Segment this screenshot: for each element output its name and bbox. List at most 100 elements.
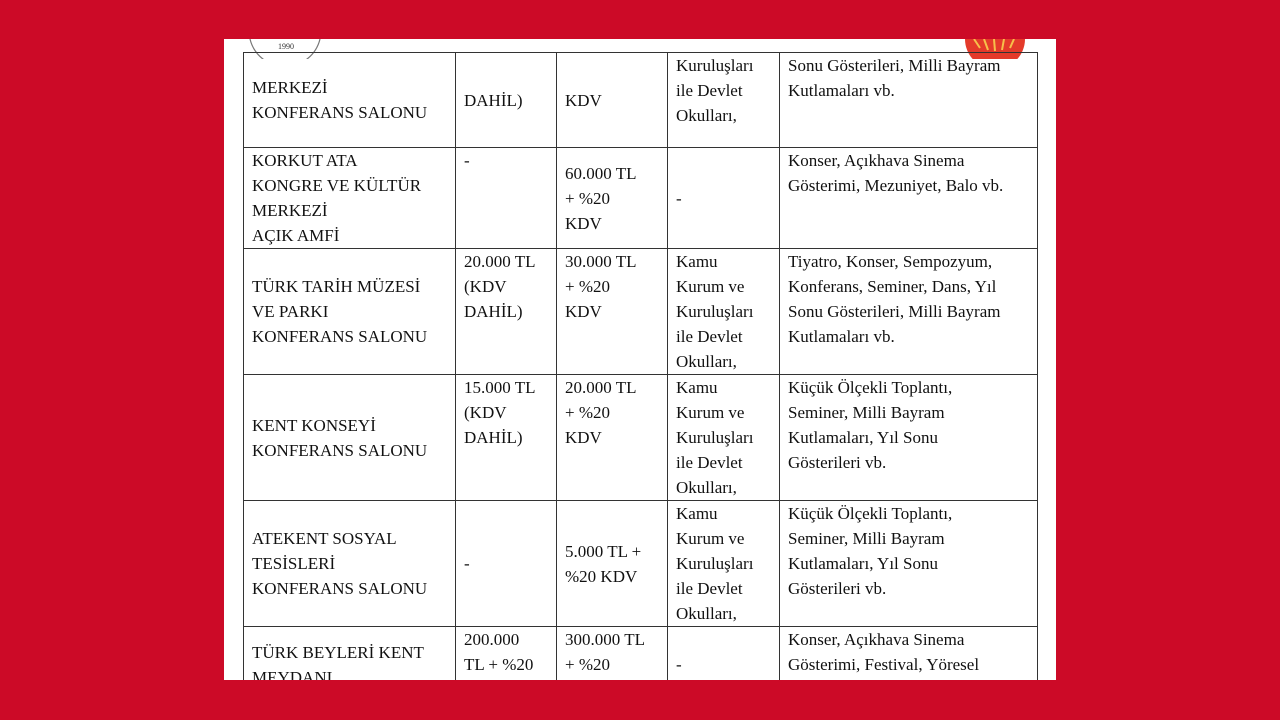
cell-line: Seminer, Milli Bayram — [788, 529, 945, 548]
cell-line: 15.000 TL — [464, 378, 536, 397]
table-cell: Kamu Kurum ve Kuruluşları ile Devlet Okullar… — [667, 248, 780, 375]
cell-line: Seminer, Milli Bayram — [788, 403, 945, 422]
cell-line: (KDV — [464, 403, 507, 422]
cell-line: KORKUT ATA — [252, 151, 358, 170]
cell-line: Kamu — [676, 504, 718, 523]
cell-line: MERKEZİ — [252, 78, 328, 97]
cell-line: + %20 — [565, 655, 610, 674]
cell-line: %20 KDV — [565, 566, 638, 586]
table-cell: Sonu Gösterileri, Milli Bayram Kutlamalar… — [779, 52, 1038, 148]
table: MERKEZİ KONFERANS SALONU DAHİL) KDV Kuruluşl… — [243, 52, 1038, 680]
cell-line: Küçük Ölçekli Toplantı, — [788, 378, 953, 397]
table-cell: 15.000 TL (KDV DAHİL) — [455, 374, 557, 501]
cell-line: ile Devlet — [676, 579, 743, 598]
table-cell: 30.000 TL + %20 KDV — [556, 248, 668, 375]
table-cell: DAHİL) — [455, 52, 557, 148]
table-cell: 20.000 TL (KDV DAHİL) — [455, 248, 557, 375]
cell-line: Gösterileri vb. — [788, 579, 887, 598]
cell-line: 200.000 — [464, 630, 520, 649]
cell-line: Kurum ve — [676, 529, 745, 548]
cell-line: KENT KONSEYİ — [252, 415, 376, 435]
table-row: TÜRK BEYLERİ KENT MEYDANI 200.000 TL + %20 K… — [243, 626, 1038, 681]
table-cell: KENT KONSEYİ KONFERANS SALONU — [243, 374, 456, 501]
cell-line: 20.000 TL — [565, 378, 637, 397]
cell-line: Sonu Gösterileri, Milli Bayram — [788, 302, 1001, 321]
cell-line: DAHİL) — [464, 302, 523, 321]
cell-line: KONFERANS SALONU — [252, 440, 428, 460]
cell-line: Kuruluşları — [676, 56, 754, 75]
cell-line: + %20 — [565, 403, 610, 422]
cell-line: KDV — [565, 213, 602, 233]
logo-year: 1990 — [278, 42, 294, 51]
table-cell: - — [667, 147, 780, 249]
table-cell: KORKUT ATA KONGRE VE KÜLTÜR MERKEZİ AÇIK AM… — [243, 147, 456, 249]
table-row: KENT KONSEYİ KONFERANS SALONU 15.000 TL (KD… — [243, 374, 1038, 501]
cell-line: DAHİL) — [464, 428, 523, 447]
cell-line: Kurum ve — [676, 277, 745, 296]
cell-line: + %20 — [565, 277, 610, 296]
cell-line: Kuruluşları — [676, 428, 754, 447]
cell-line: Kutlamaları, Yıl Sonu — [788, 554, 938, 573]
cell-line: Küçük Ölçekli Toplantı, — [788, 504, 953, 523]
table-cell: Kuruluşları ile Devlet Okulları, — [667, 52, 780, 148]
cell-line: MERKEZİ — [252, 201, 328, 220]
table-cell: Küçük Ölçekli Toplantı, Seminer, Milli Ba… — [779, 500, 1038, 627]
table-row: KORKUT ATA KONGRE VE KÜLTÜR MERKEZİ AÇIK AM… — [243, 147, 1038, 249]
table-cell: Konser, Açıkhava Sinema Gösterimi, Festiv… — [779, 626, 1038, 680]
cell-line: KONFERANS SALONU — [252, 103, 428, 122]
cell-line: ile Devlet — [676, 81, 743, 100]
cell-line: ile Devlet — [676, 453, 743, 472]
table-cell: 5.000 TL + %20 KDV — [556, 500, 668, 627]
table-cell: Tiyatro, Konser, Sempozyum, Konferans, Se… — [779, 248, 1038, 375]
cell-line: Konferans, Seminer, Dans, Yıl — [788, 277, 997, 296]
cell-line: KONFERANS SALONU — [252, 327, 428, 346]
cell-line: Okulları, — [676, 106, 737, 125]
cell-line: KDV — [565, 428, 602, 447]
cell-line: 20.000 TL — [464, 252, 536, 271]
cell-line: - — [676, 655, 682, 674]
table-cell: KDV — [556, 52, 668, 148]
cell-line: - — [464, 151, 470, 170]
cell-line: (KDV — [464, 277, 507, 296]
right-logo-stripes — [973, 39, 1015, 52]
cell-line: Tiyatro, Konser, Sempozyum, — [788, 252, 993, 271]
table-cell: MERKEZİ KONFERANS SALONU — [243, 52, 456, 148]
cell-line: ATEKENT SOSYAL — [252, 529, 397, 548]
cell-line: Gösterileri vb. — [788, 453, 887, 472]
document-page: 1990 MERKEZİ KONFERANS SALONU DAHİL) KDV Kur… — [224, 39, 1056, 680]
cell-line: TÜRK BEYLERİ KENT — [252, 642, 424, 662]
cell-line: VE PARKI — [252, 302, 329, 321]
cell-line: Okulları, — [676, 352, 737, 371]
cell-line: 300.000 TL — [565, 630, 645, 649]
cell-line: 60.000 TL — [565, 163, 637, 183]
cell-line: Sonu Gösterileri, Milli Bayram — [788, 56, 1001, 75]
cell-line: KDV — [565, 90, 602, 110]
cell-line: KONFERANS SALONU — [252, 579, 428, 598]
table-cell: ATEKENT SOSYAL TESİSLERİ KONFERANS SALONU — [243, 500, 456, 627]
cell-line: - — [464, 554, 470, 573]
table-cell: TÜRK TARİH MÜZESİ VE PARKI KONFERANS SALON… — [243, 248, 456, 375]
cell-line: Okulları, — [676, 478, 737, 497]
left-logo — [249, 39, 321, 59]
table-cell: 60.000 TL + %20 KDV — [556, 147, 668, 249]
cell-line: Kutlamaları vb. — [788, 327, 895, 346]
cell-line: DAHİL) — [464, 90, 523, 110]
cell-line: Konser, Açıkhava Sinema — [788, 630, 965, 649]
cell-line: - — [676, 188, 682, 208]
table-row: TÜRK TARİH MÜZESİ VE PARKI KONFERANS SALON… — [243, 248, 1038, 375]
cell-line: 30.000 TL — [565, 252, 637, 271]
cell-line: Kuruluşları — [676, 302, 754, 321]
table-cell: Kamu Kurum ve Kuruluşları ile Devlet Okullar… — [667, 500, 780, 627]
cell-line: Kamu — [676, 378, 718, 397]
cell-line: TESİSLERİ — [252, 554, 336, 573]
table-cell: Kamu Kurum ve Kuruluşları ile Devlet Okullar… — [667, 374, 780, 501]
cell-line: 5.000 TL + — [565, 541, 642, 561]
cell-line: KDV — [565, 302, 602, 321]
table-cell: TÜRK BEYLERİ KENT MEYDANI — [243, 626, 456, 681]
cell-line: Kurum ve — [676, 403, 745, 422]
table-row: ATEKENT SOSYAL TESİSLERİ KONFERANS SALONU -… — [243, 500, 1038, 627]
cell-line: MEYDANI — [252, 667, 333, 681]
cell-line: Kamu — [676, 252, 718, 271]
cell-line: Kutlamaları, Yıl Sonu — [788, 428, 938, 447]
